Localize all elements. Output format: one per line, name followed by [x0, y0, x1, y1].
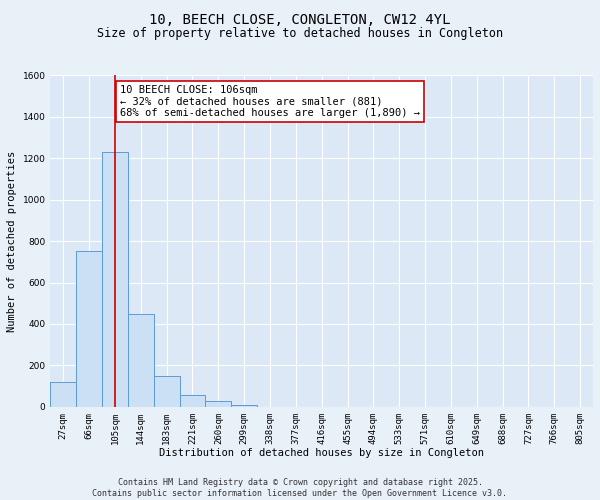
Text: 10, BEECH CLOSE, CONGLETON, CW12 4YL: 10, BEECH CLOSE, CONGLETON, CW12 4YL: [149, 12, 451, 26]
Y-axis label: Number of detached properties: Number of detached properties: [7, 150, 17, 332]
Bar: [205, 400, 231, 407]
Bar: [128, 314, 154, 407]
Bar: [50, 382, 76, 407]
Text: 10 BEECH CLOSE: 106sqm
← 32% of detached houses are smaller (881)
68% of semi-de: 10 BEECH CLOSE: 106sqm ← 32% of detached…: [120, 85, 420, 118]
Bar: [179, 396, 205, 407]
Bar: [76, 252, 102, 407]
Text: Size of property relative to detached houses in Congleton: Size of property relative to detached ho…: [97, 28, 503, 40]
Bar: [154, 376, 179, 407]
Text: Contains HM Land Registry data © Crown copyright and database right 2025.
Contai: Contains HM Land Registry data © Crown c…: [92, 478, 508, 498]
Bar: [231, 404, 257, 407]
Bar: [102, 152, 128, 407]
X-axis label: Distribution of detached houses by size in Congleton: Distribution of detached houses by size …: [159, 448, 484, 458]
